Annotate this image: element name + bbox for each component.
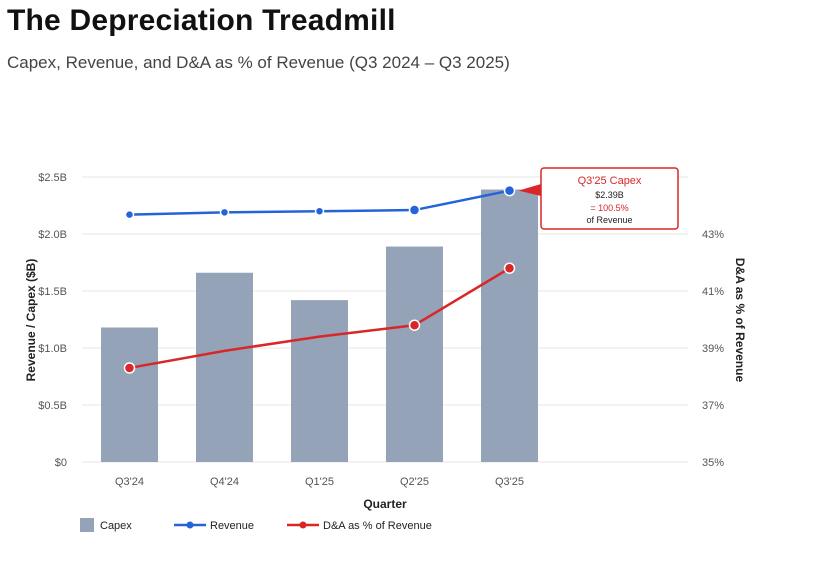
legend-item-capex[interactable]: Capex	[80, 518, 132, 532]
revenue-point[interactable]	[124, 209, 135, 220]
legend-marker-revenue	[186, 521, 194, 529]
annotation-note: of Revenue	[586, 215, 632, 225]
y2-axis-title: D&A as % of Revenue	[733, 258, 747, 383]
da-point[interactable]	[408, 319, 421, 331]
x-tick-label: Q2'25	[400, 476, 429, 488]
x-tick-label: Q1'25	[305, 476, 334, 488]
grid-lines	[82, 176, 688, 463]
capex-bar[interactable]	[291, 300, 348, 462]
y2-tick-label: 43%	[702, 229, 724, 241]
x-tick-label: Q3'25	[495, 476, 524, 488]
da-line	[129, 267, 511, 370]
capex-bar[interactable]	[101, 327, 158, 462]
annotation-box	[540, 167, 679, 230]
x-tick-label: Q3'24	[115, 476, 144, 488]
y2-tick-label: 41%	[702, 286, 724, 298]
da-point[interactable]	[503, 262, 516, 274]
y-tick-label: $1.5B	[38, 286, 67, 298]
capex-bars	[101, 189, 538, 463]
legend-item-revenue[interactable]: Revenue	[174, 520, 254, 532]
y-axis-title: Revenue / Capex ($B)	[24, 259, 38, 382]
capex-bar[interactable]	[196, 272, 253, 462]
revenue-point[interactable]	[408, 204, 421, 216]
x-tick-label: Q4'24	[210, 476, 239, 488]
y-tick-label: $2.5B	[38, 172, 67, 184]
capex-bar[interactable]	[386, 246, 443, 462]
annotation-pointer	[518, 184, 541, 196]
x-axis-title: Quarter	[363, 497, 407, 511]
x-axis-ticks: Q3'24 Q4'24 Q1'25 Q2'25 Q3'25	[115, 476, 524, 488]
y-tick-label: $0.5B	[38, 400, 67, 412]
legend-label-revenue: Revenue	[210, 520, 254, 532]
legend-label-da: D&A as % of Revenue	[323, 520, 432, 532]
y2-tick-label: 37%	[702, 400, 724, 412]
revenue-point[interactable]	[219, 207, 230, 218]
legend-item-da[interactable]: D&A as % of Revenue	[287, 520, 432, 532]
legend-marker-da	[299, 521, 307, 529]
y2-tick-label: 39%	[702, 343, 724, 355]
y-tick-label: $2.0B	[38, 229, 67, 241]
revenue-point[interactable]	[503, 184, 516, 197]
y2-tick-label: 35%	[702, 457, 724, 469]
annotation-title: Q3'25 Capex	[578, 175, 642, 187]
revenue-point[interactable]	[314, 206, 325, 216]
left-axis-ticks: $0 $0.5B $1.0B $1.5B $2.0B $2.5B	[38, 172, 67, 469]
right-axis-ticks: 35% 37% 39% 41% 43%	[702, 229, 724, 469]
legend-label-capex: Capex	[100, 520, 132, 532]
series-points	[123, 184, 516, 374]
capex-bar[interactable]	[481, 189, 538, 463]
chart-title: The Depreciation Treadmill	[7, 4, 396, 37]
capex-annotation: Q3'25 Capex $2.39B = 100.5% of Revenue	[518, 167, 679, 230]
da-point[interactable]	[123, 362, 136, 374]
y-tick-label: $1.0B	[38, 343, 67, 355]
legend: Capex Revenue D&A as % of Revenue	[80, 518, 432, 532]
chart-subtitle: Capex, Revenue, and D&A as % of Revenue …	[7, 53, 510, 72]
y-tick-label: $0	[55, 457, 67, 469]
annotation-ratio: = 100.5%	[590, 203, 628, 213]
annotation-value: $2.39B	[595, 190, 624, 200]
legend-swatch-capex	[80, 518, 94, 532]
